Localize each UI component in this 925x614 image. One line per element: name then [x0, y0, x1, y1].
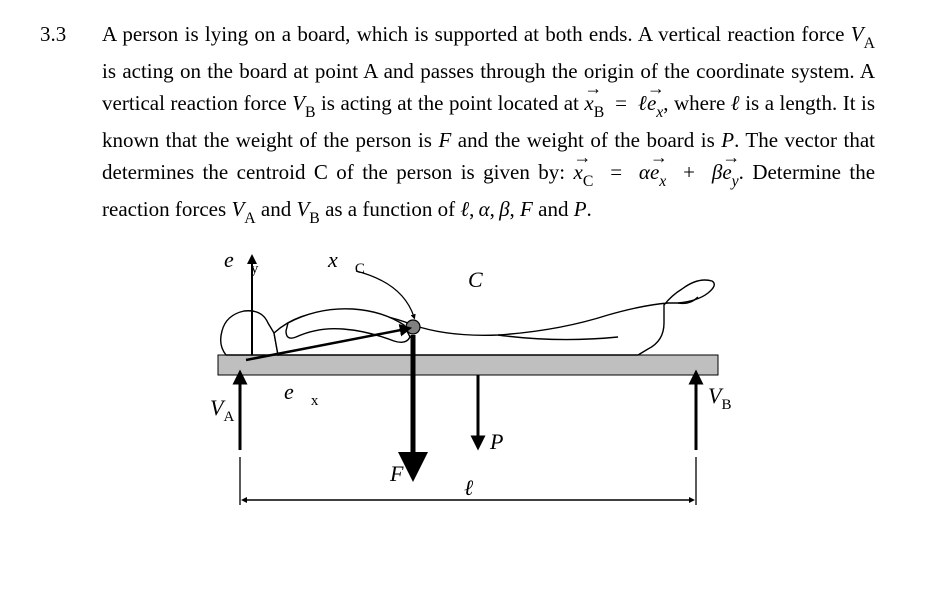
p-label: P [489, 429, 503, 454]
length-label: ℓ [464, 475, 474, 500]
va-label: VA [210, 395, 234, 425]
ex-label: e⃗x [284, 379, 319, 409]
vb-label: VB [708, 383, 731, 413]
c-label: C [468, 267, 483, 292]
problem-number: 3.3 [40, 18, 102, 51]
centroid-dot [406, 320, 420, 334]
f-label: F [389, 461, 404, 486]
ey-label: e⃗y [224, 247, 259, 277]
problem-row: 3.3 A person is lying on a board, which … [40, 18, 875, 229]
figure-svg: e⃗y x⃗C C e⃗x VA VB F P [178, 245, 738, 530]
board-rect [218, 355, 718, 375]
figure-wrap: e⃗y x⃗C C e⃗x VA VB F P [40, 245, 875, 530]
problem-text: A person is lying on a board, which is s… [102, 18, 875, 229]
